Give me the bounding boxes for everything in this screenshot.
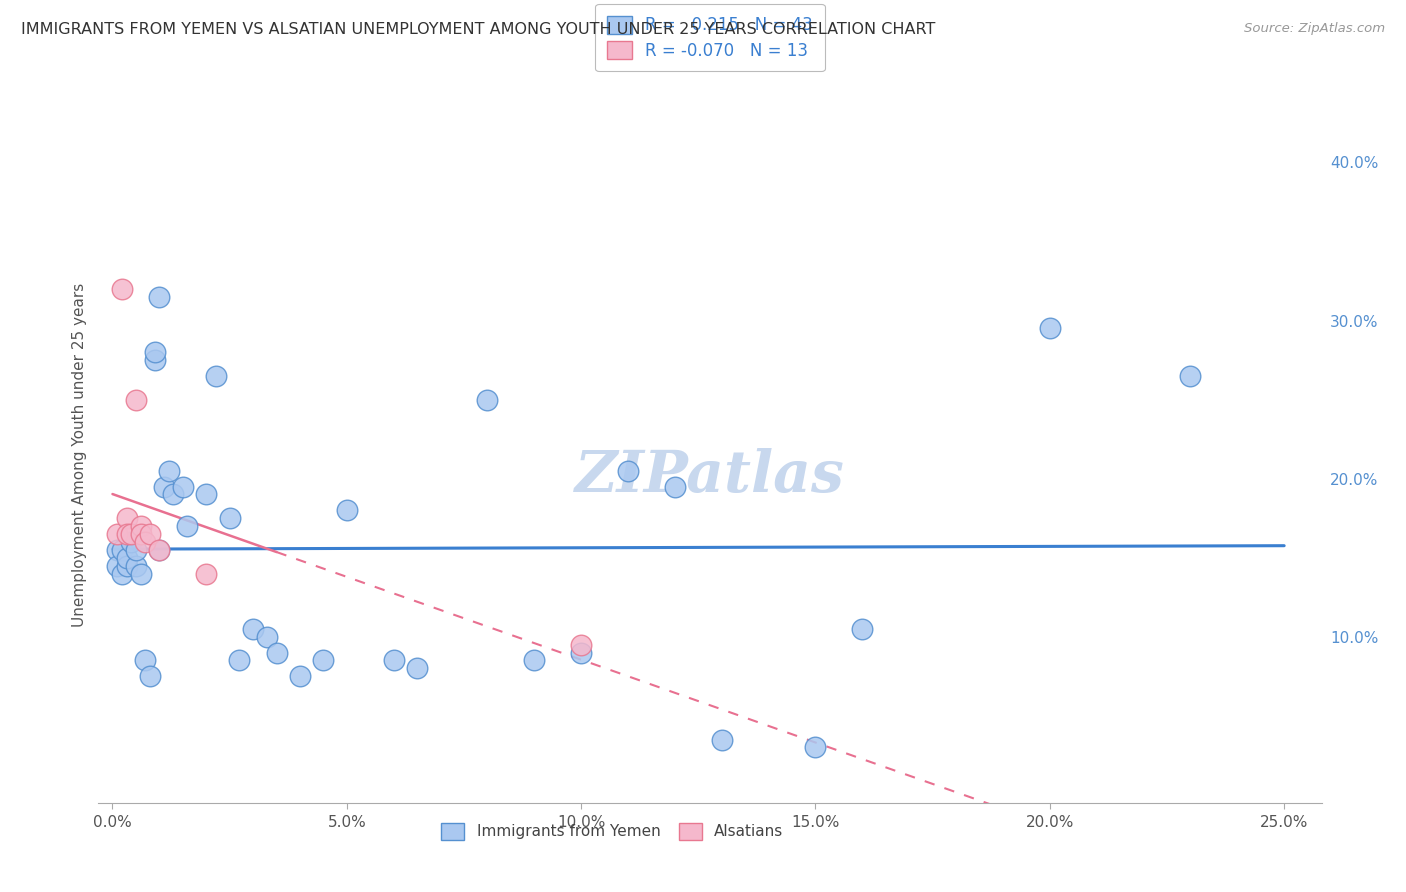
Point	[218, 511, 240, 525]
Point	[477, 392, 499, 407]
Point	[148, 542, 170, 557]
Point	[148, 290, 170, 304]
Point	[664, 479, 686, 493]
Point	[157, 464, 180, 478]
Point	[143, 353, 166, 368]
Point	[134, 653, 156, 667]
Point	[1180, 368, 1202, 383]
Point	[195, 566, 218, 581]
Point	[115, 527, 138, 541]
Point	[228, 653, 250, 667]
Point	[153, 479, 176, 493]
Point	[256, 630, 278, 644]
Point	[569, 638, 592, 652]
Y-axis label: Unemployment Among Youth under 25 years: Unemployment Among Youth under 25 years	[72, 283, 87, 627]
Point	[115, 558, 138, 573]
Point	[176, 519, 198, 533]
Point	[406, 661, 429, 675]
Point	[312, 653, 335, 667]
Point	[120, 534, 142, 549]
Text: ZIPatlas: ZIPatlas	[575, 448, 845, 504]
Point	[105, 558, 128, 573]
Point	[336, 503, 359, 517]
Point	[804, 740, 827, 755]
Point	[125, 558, 148, 573]
Point	[115, 511, 138, 525]
Point	[120, 527, 142, 541]
Point	[617, 464, 640, 478]
Point	[242, 622, 264, 636]
Point	[143, 345, 166, 359]
Point	[569, 646, 592, 660]
Point	[195, 487, 218, 501]
Text: Source: ZipAtlas.com: Source: ZipAtlas.com	[1244, 22, 1385, 36]
Point	[134, 534, 156, 549]
Point	[266, 646, 288, 660]
Point	[139, 527, 162, 541]
Point	[162, 487, 184, 501]
Point	[111, 566, 134, 581]
Point	[125, 392, 148, 407]
Point	[111, 282, 134, 296]
Point	[129, 527, 152, 541]
Point	[115, 550, 138, 565]
Point	[1039, 321, 1062, 335]
Point	[851, 622, 873, 636]
Point	[111, 542, 134, 557]
Point	[139, 669, 162, 683]
Point	[105, 542, 128, 557]
Point	[523, 653, 546, 667]
Point	[148, 542, 170, 557]
Point	[125, 542, 148, 557]
Point	[172, 479, 194, 493]
Text: IMMIGRANTS FROM YEMEN VS ALSATIAN UNEMPLOYMENT AMONG YOUTH UNDER 25 YEARS CORREL: IMMIGRANTS FROM YEMEN VS ALSATIAN UNEMPL…	[21, 22, 935, 37]
Point	[129, 566, 152, 581]
Point	[105, 527, 128, 541]
Point	[710, 732, 733, 747]
Point	[382, 653, 405, 667]
Point	[129, 519, 152, 533]
Point	[288, 669, 311, 683]
Legend: Immigrants from Yemen, Alsatians: Immigrants from Yemen, Alsatians	[433, 815, 790, 847]
Point	[204, 368, 226, 383]
